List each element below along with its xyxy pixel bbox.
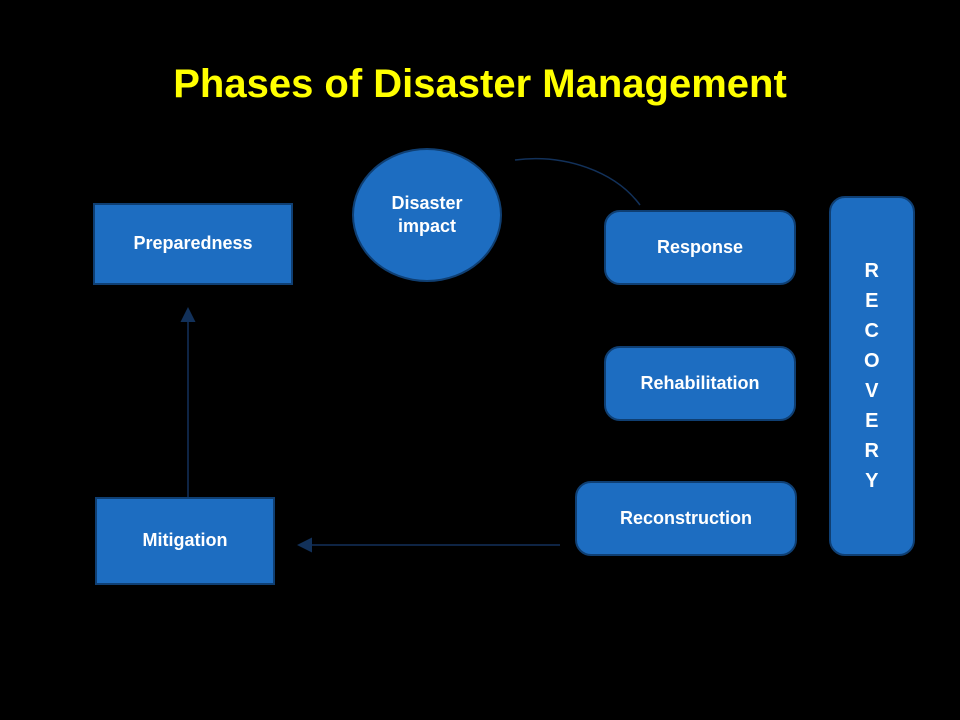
- node-recovery-letter: C: [865, 316, 880, 346]
- node-recovery-letter: O: [864, 346, 880, 376]
- node-disaster-impact: Disaster impact: [352, 148, 502, 282]
- node-response-label: Response: [649, 236, 751, 259]
- node-recovery-letter: Y: [865, 466, 879, 496]
- node-disaster-impact-label: Disaster impact: [354, 192, 500, 239]
- node-mitigation: Mitigation: [95, 497, 275, 585]
- node-recovery: RECOVERY: [829, 196, 915, 556]
- node-recovery-letter: V: [865, 376, 879, 406]
- node-reconstruction: Reconstruction: [575, 481, 797, 556]
- edges-layer: [0, 0, 960, 720]
- edge-disaster_impact-response: [515, 159, 640, 205]
- node-response: Response: [604, 210, 796, 285]
- node-rehabilitation-label: Rehabilitation: [632, 372, 767, 395]
- node-preparedness-label: Preparedness: [125, 232, 260, 255]
- diagram-canvas: Phases of Disaster Management Preparedne…: [0, 0, 960, 720]
- node-recovery-letter: E: [865, 406, 879, 436]
- node-recovery-letter: R: [865, 436, 880, 466]
- page-title: Phases of Disaster Management: [0, 62, 960, 107]
- node-mitigation-label: Mitigation: [135, 529, 236, 552]
- node-preparedness: Preparedness: [93, 203, 293, 285]
- node-recovery-letter: R: [865, 256, 880, 286]
- node-rehabilitation: Rehabilitation: [604, 346, 796, 421]
- node-reconstruction-label: Reconstruction: [612, 507, 760, 530]
- node-recovery-letter: E: [865, 286, 879, 316]
